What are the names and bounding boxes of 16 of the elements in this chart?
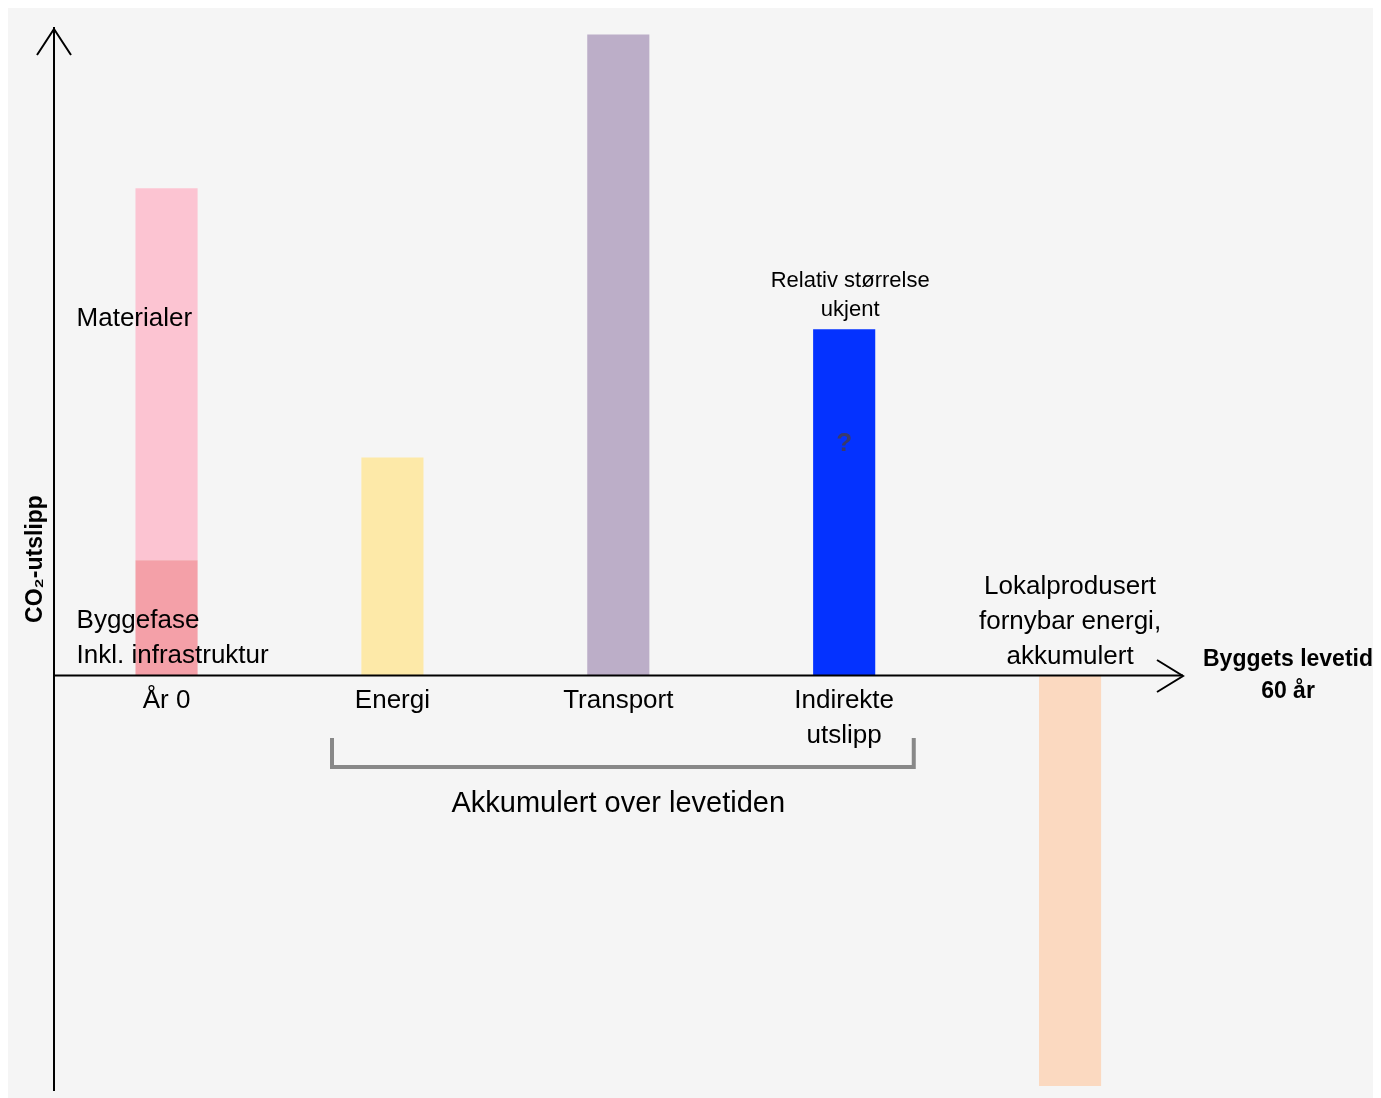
bar: [587, 34, 650, 676]
x-tick-label: År 0: [142, 683, 191, 714]
x-axis-title: Byggets levetid 60 år: [1203, 644, 1373, 703]
series-label: Materialer: [76, 301, 193, 332]
x-tick-label: Energi: [354, 683, 430, 714]
annotation: Relativ størrelse ukjent: [770, 267, 930, 322]
bar: [813, 329, 876, 676]
annotation: Akkumulert over levetiden: [451, 785, 786, 818]
annotation: ?: [836, 426, 853, 457]
y-axis-title: CO₂-utslipp: [21, 495, 48, 623]
x-tick-label: Indirekte utslipp: [794, 683, 895, 749]
x-tick-label: Lokalprodusert fornybar energi, akkumulert: [979, 569, 1162, 670]
bar: [1039, 675, 1102, 1086]
series-label: Byggefase Inkl. infrastruktur: [76, 603, 270, 669]
x-tick-label: Transport: [563, 683, 675, 714]
bar: [361, 457, 424, 676]
